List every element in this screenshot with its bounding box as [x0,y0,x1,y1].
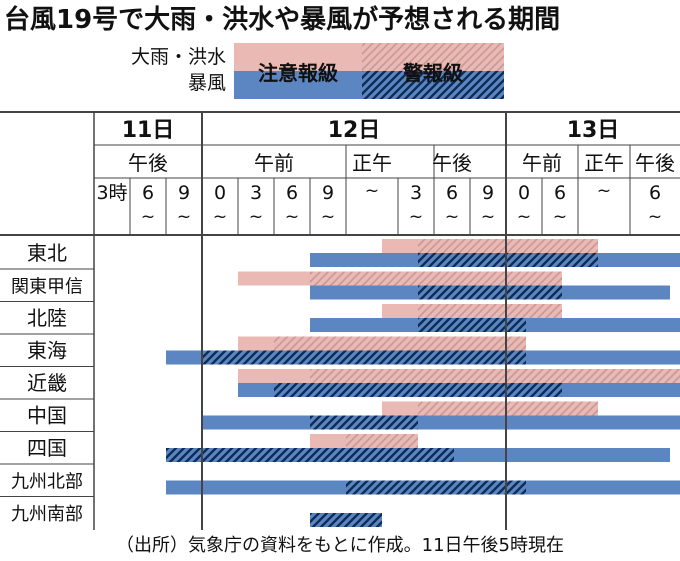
bar-wind [418,318,526,332]
tilde-mark: ~ [365,181,379,201]
bar-wind [310,253,418,267]
bar-wind [274,383,562,397]
bar-wind [202,415,310,430]
bar-rain [310,369,680,383]
hour-label: 0 [214,182,226,204]
hour-label: 3 [250,182,262,204]
legend-swatch-wind [362,71,504,99]
region-label: 北陸 [27,306,67,330]
tilde-mark: ~ [141,207,155,227]
tilde-mark: ~ [409,207,423,227]
bar-rain [238,271,310,286]
bar-wind [166,480,346,495]
bar-wind [310,318,418,332]
bar-rain [346,434,418,448]
hour-label: 6 [446,182,458,204]
bar-wind [562,383,680,397]
hour-label: 0 [518,182,530,204]
hour-label: 6 [554,182,566,204]
tilde-mark: ~ [648,207,662,227]
bar-rain [418,304,562,318]
bar-wind [418,415,680,430]
region-label: 中国 [27,404,67,428]
period-label: 午後 [432,151,472,175]
region-label: 四国 [27,436,67,460]
tilde-mark: ~ [445,207,459,227]
tilde-mark: ~ [285,207,299,227]
legend-column-label: 注意報級 [258,61,338,85]
day-label: 12日 [328,118,381,143]
bar-rain [310,271,562,286]
period-label: 午後 [128,151,168,175]
hour-label: 9 [482,182,494,204]
bar-wind [166,448,454,462]
legend-row-label: 暴風 [188,72,226,94]
bar-wind [526,480,680,495]
bar-wind [310,285,418,300]
legend-swatch-rain [234,43,362,71]
chart-title: 台風19号で大雨・洪水や暴風が予想される期間 [4,5,561,35]
source-note: （出所）気象庁の資料をもとに作成。11日午後5時現在 [116,535,564,556]
legend-swatch-rain [362,43,504,71]
bar-rain [274,336,526,351]
bar-wind [598,253,680,267]
bar-rain [310,434,346,448]
period-label: 正午 [352,151,392,175]
bar-wind [166,350,202,365]
bar-wind [310,513,382,527]
region-label: 九州北部 [11,472,83,493]
hour-label: 3時 [96,182,127,204]
period-label: 正午 [584,151,624,175]
hour-label: 9 [178,182,190,204]
bar-wind [454,448,670,462]
bar-wind [562,285,670,300]
bar-wind [526,318,680,332]
bar-rain [238,369,310,383]
tilde-mark: ~ [321,207,335,227]
tilde-mark: ~ [553,207,567,227]
bar-rain [418,239,598,253]
tilde-mark: ~ [481,207,495,227]
period-label: 午後 [635,151,675,175]
region-label: 関東甲信 [11,277,83,298]
hour-label: 9 [322,182,334,204]
day-label: 13日 [567,118,620,143]
bar-wind [310,415,418,430]
bar-wind [238,383,274,397]
hour-label: 6 [142,182,154,204]
tilde-mark: ~ [597,181,611,201]
region-label: 九州南部 [11,504,83,525]
legend-column-label: 警報級 [403,61,463,85]
bar-rain [382,401,418,416]
period-label: 午前 [522,151,562,175]
bar-rain [238,336,274,351]
bar-wind [418,253,598,267]
tilde-mark: ~ [249,207,263,227]
tilde-mark: ~ [517,207,531,227]
hour-label: 6 [286,182,298,204]
region-label: 東海 [27,339,67,363]
tilde-mark: ~ [177,207,191,227]
bar-wind [526,350,680,365]
legend-row-label: 大雨・洪水 [131,46,226,68]
region-label: 東北 [27,241,67,265]
tilde-mark: ~ [213,207,227,227]
hour-label: 6 [649,182,661,204]
period-label: 午前 [254,151,294,175]
grid [0,111,680,530]
bars [166,239,680,527]
bar-rain [418,401,598,416]
legend-swatch-wind [234,71,362,99]
bar-wind [202,350,526,365]
hour-label: 3 [410,182,422,204]
region-label: 近畿 [27,371,67,395]
bar-wind [346,480,526,495]
day-label: 11日 [122,118,175,143]
bar-wind [418,285,562,300]
